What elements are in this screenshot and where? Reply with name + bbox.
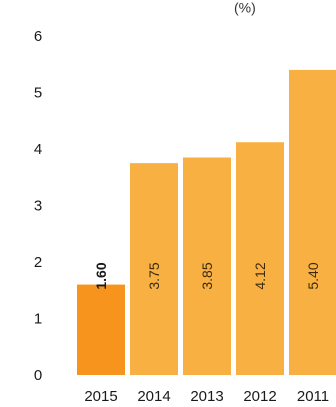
- bars: [77, 69, 336, 376]
- bar: [77, 284, 125, 375]
- y-tick-label: 6: [34, 28, 42, 45]
- bar: [236, 142, 284, 375]
- x-axis-labels: 2015 2014 2013 2012 2011: [84, 388, 329, 405]
- x-tick-label: 2014: [137, 388, 170, 405]
- y-tick-label: 1: [34, 311, 42, 328]
- x-tick-label: 2015: [84, 388, 117, 405]
- value-labels: 1.60 3.75 3.85 4.12 5.40: [93, 262, 321, 289]
- bar-value-label: 3.75: [146, 262, 162, 289]
- y-tick-label: 4: [34, 141, 42, 158]
- chart-title-fragment: (%): [234, 0, 256, 15]
- bar-value-label: 1.60: [93, 262, 109, 289]
- bar-value-label: 4.12: [252, 262, 268, 289]
- y-tick-label: 0: [34, 367, 42, 384]
- bar: [289, 69, 336, 376]
- x-tick-label: 2012: [243, 388, 276, 405]
- y-axis-ticks: 0 1 2 3 4 5 6: [34, 28, 42, 384]
- bar: [130, 163, 178, 375]
- bar-value-label: 5.40: [305, 262, 321, 289]
- bar: [183, 157, 231, 375]
- y-tick-label: 2: [34, 254, 42, 271]
- y-tick-label: 3: [34, 198, 42, 215]
- y-tick-label: 5: [34, 85, 42, 102]
- x-tick-label: 2013: [190, 388, 223, 405]
- x-tick-label: 2011: [297, 388, 329, 405]
- bar-value-label: 3.85: [199, 262, 215, 289]
